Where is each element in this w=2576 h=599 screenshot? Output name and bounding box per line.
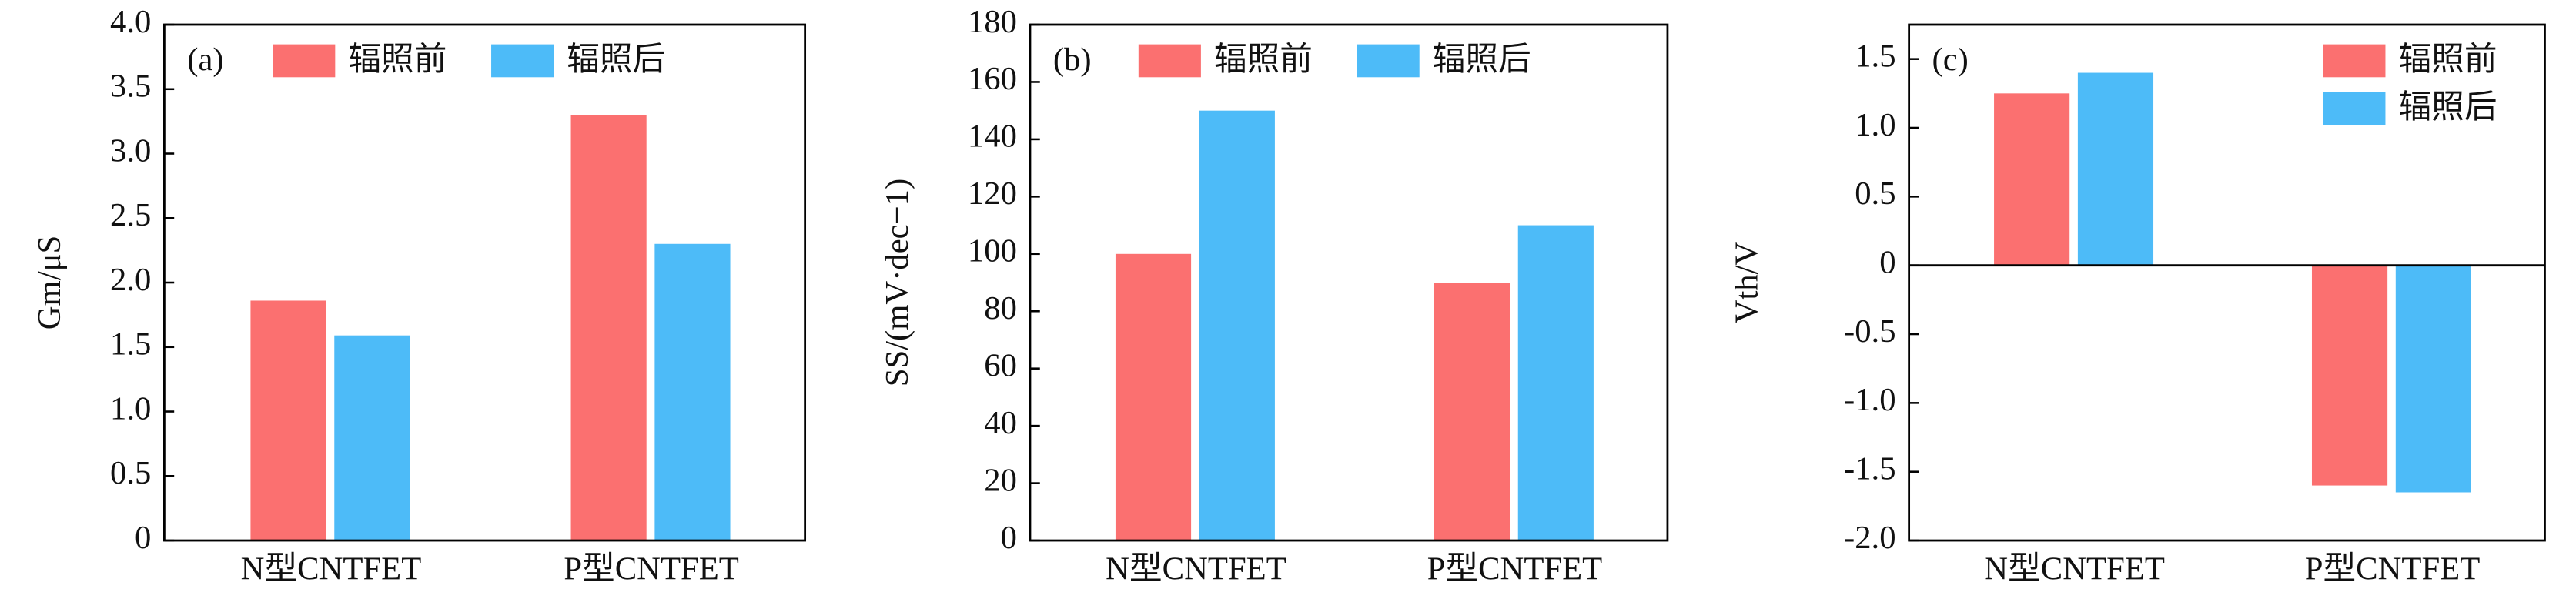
x-tick-label: P型CNTFET [564,550,739,587]
y-tick-label: 40 [984,405,1017,441]
y-tick-label: 160 [968,61,1017,97]
plot-frame [1908,23,2546,542]
legend-swatch [1138,44,1201,78]
bar [2395,265,2471,493]
y-tick-label: 80 [984,290,1017,326]
y-axis-label: SS/(mV·dec−1) [879,179,915,387]
y-tick-label: 140 [968,119,1017,155]
y-tick-label: 0 [1879,244,1895,280]
y-tick-label: 1.0 [1855,107,1895,143]
legend-swatch [1357,44,1420,78]
x-tick-label: N型CNTFET [241,550,422,587]
y-axis-label: Vth/V [1728,242,1765,324]
panel-label: (a) [187,42,223,78]
y-tick-label: 0 [135,520,151,556]
legend-label: 辐照后 [567,42,665,78]
y-tick-label: 2.0 [110,262,151,298]
y-tick-label: 0.5 [110,455,151,491]
panel-label: (b) [1053,42,1092,78]
y-tick-label: -2.0 [1844,520,1896,556]
y-tick-label: 1.0 [110,390,151,427]
bar [1115,253,1192,541]
y-tick-label: 4.0 [110,4,151,40]
y-tick-label: 3.5 [110,69,151,105]
legend-label: 辐照前 [2399,42,2497,78]
legend-label: 辐照前 [1214,42,1313,78]
y-tick-label: 0.5 [1855,176,1895,212]
plot-frame [1029,23,1669,542]
legend-swatch [273,44,336,78]
y-axis-label: Gm/μS [32,236,68,330]
y-tick-label: 120 [968,176,1017,212]
panel-label: (c) [1932,42,1969,78]
bar [1199,110,1275,541]
bar [570,115,647,541]
y-tick-label: 1.5 [1855,38,1895,74]
legend-swatch [491,44,554,78]
bar [334,335,410,541]
y-tick-label: -1.5 [1844,450,1896,487]
legend-label: 辐照后 [2399,89,2497,125]
legend-swatch [2323,92,2386,125]
bar [2077,72,2154,266]
y-tick-label: 2.5 [110,197,151,233]
x-tick-label: P型CNTFET [1427,550,1603,587]
bar [1994,93,2070,266]
legend-swatch [2323,44,2386,78]
y-tick-label: -0.5 [1844,313,1896,350]
y-tick-label: 20 [984,462,1017,498]
bar [1517,225,1594,541]
bar [1434,283,1510,541]
y-tick-label: 180 [968,4,1017,40]
bar [250,300,326,541]
y-tick-label: 3.0 [110,132,151,169]
x-tick-label: N型CNTFET [1984,550,2165,587]
bar [2311,265,2388,486]
legend-label: 辐照后 [1433,42,1531,78]
x-tick-label: N型CNTFET [1106,550,1286,587]
plot-frame [163,23,807,542]
x-tick-label: P型CNTFET [2305,550,2481,587]
y-tick-label: 1.5 [110,326,151,363]
y-tick-label: -1.0 [1844,382,1896,418]
bar [654,243,731,541]
legend-label: 辐照前 [348,42,447,78]
y-tick-label: 60 [984,347,1017,383]
y-tick-label: 0 [1001,520,1017,556]
y-tick-label: 100 [968,233,1017,269]
